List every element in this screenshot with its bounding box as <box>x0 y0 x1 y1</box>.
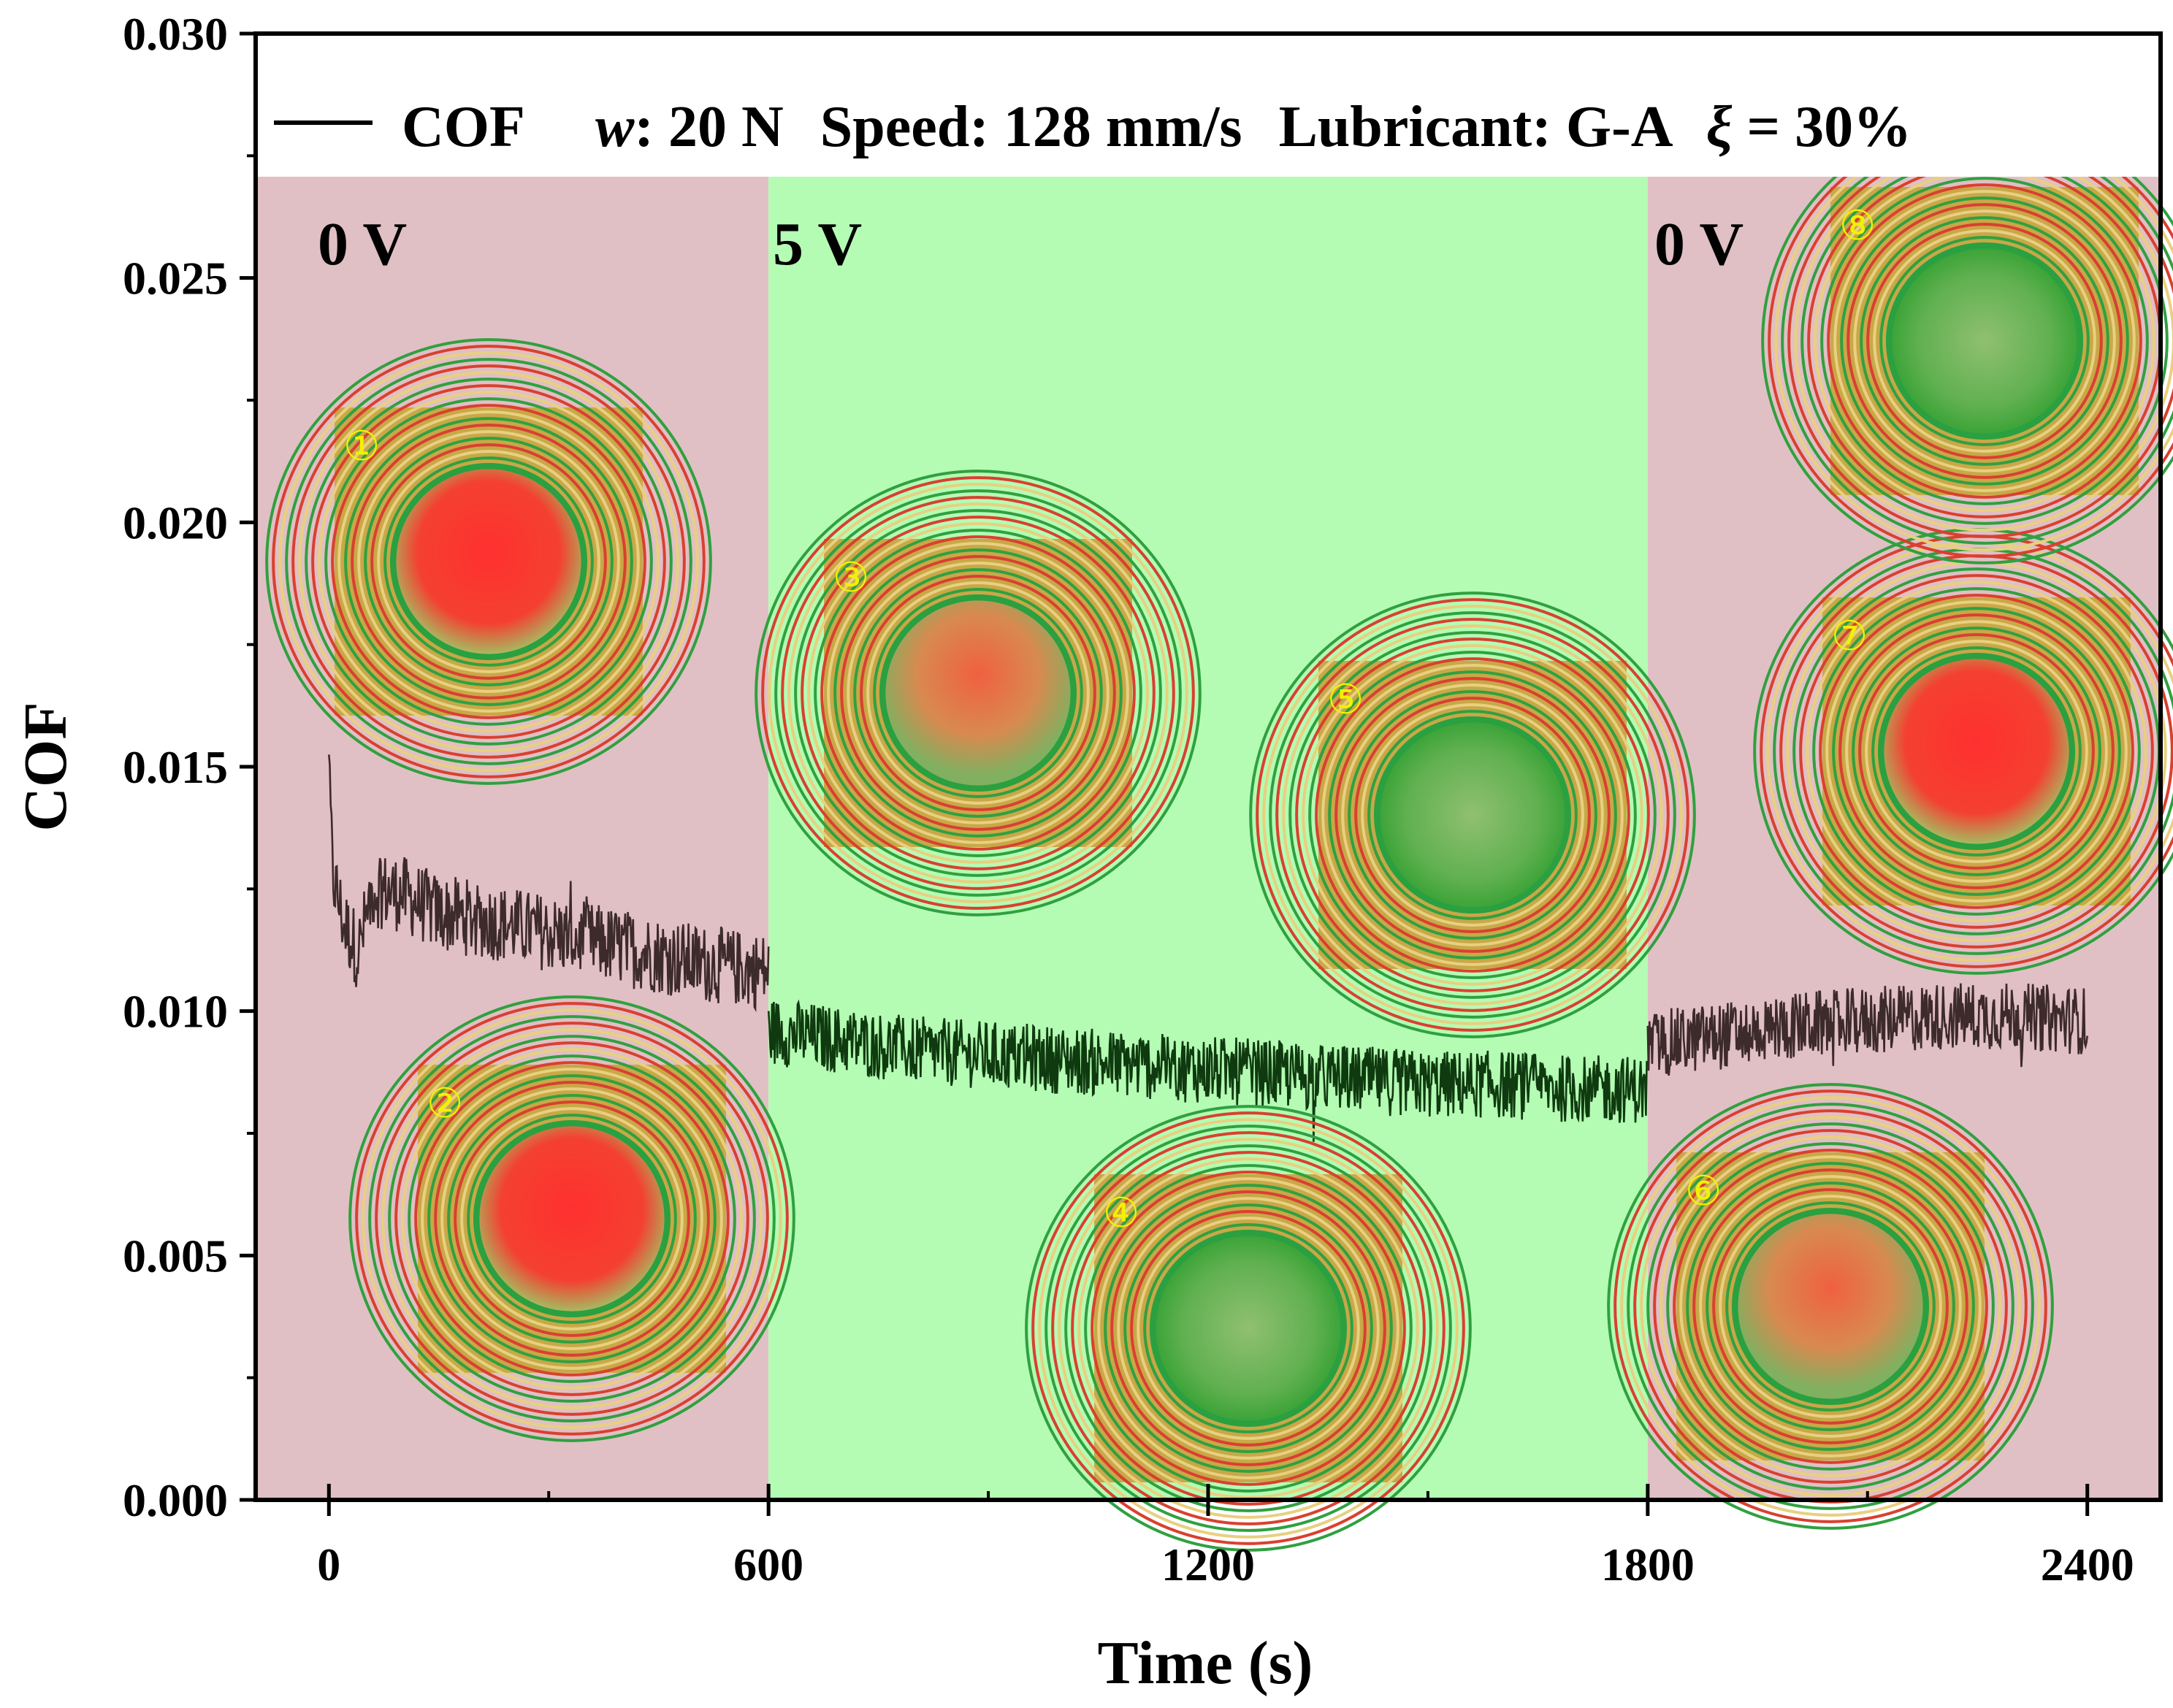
inset-label-7: ⑦ <box>1831 613 1868 660</box>
legend-series-label: COF <box>402 95 525 159</box>
series-line-2 <box>767 999 1648 1142</box>
inset-label-3: ③ <box>833 554 869 602</box>
axes-layer: 0.000 0.005 0.010 0.015 0.020 0.025 0.030 0 600 1… <box>123 8 2134 1590</box>
y-axis-title: COF <box>12 702 80 831</box>
inset-image-4: ④ <box>1025 1105 1472 1552</box>
x-tick-label-1: 0 <box>317 1539 340 1590</box>
inset-label-5: ⑤ <box>1327 676 1364 724</box>
inset-image-2: ② <box>348 995 795 1442</box>
phase-labels: 0 V 5 V 0 V <box>318 210 1744 278</box>
y-tick-label-1: 0.000 <box>123 1474 228 1526</box>
x-tick-label-4: 1800 <box>1601 1539 1695 1590</box>
legend-speed: Speed: 128 mm/s <box>820 95 1242 159</box>
inset-label-1: ① <box>343 423 380 470</box>
series-layer <box>328 754 2088 1142</box>
legend-conditions: w: 20 N Speed: 128 mm/s Lubricant: G-A ξ = … <box>595 95 1912 159</box>
phase-label-1: 0 V <box>318 210 407 278</box>
legend-background <box>256 34 2161 177</box>
phase-label-3: 0 V <box>1654 210 1744 278</box>
inset-image-1: ① <box>265 338 712 785</box>
inset-label-8: ⑧ <box>1839 202 1876 250</box>
inset-image-8: ⑧ <box>1761 118 2173 564</box>
legend-xi-value: = 30% <box>1733 95 1912 159</box>
series-line-3 <box>1646 983 2088 1076</box>
legend-w-value: : 20 N <box>634 95 783 159</box>
y-tick-label-7: 0.030 <box>123 8 228 60</box>
legend-lubricant: Lubricant: G-A <box>1279 95 1673 159</box>
legend: COF w: 20 N Speed: 128 mm/s Lubricant: G-A… <box>274 95 1912 159</box>
legend-w-symbol: w <box>595 95 635 159</box>
y-tick-label-3: 0.010 <box>123 986 228 1038</box>
x-tick-label-2: 600 <box>733 1539 803 1590</box>
y-tick-label-2: 0.005 <box>123 1230 228 1282</box>
inset-label-6: ⑥ <box>1685 1168 1722 1215</box>
y-tick-label-5: 0.020 <box>123 497 228 548</box>
y-tick-label-6: 0.025 <box>123 253 228 305</box>
phase-label-2: 5 V <box>773 210 862 278</box>
inset-label-4: ④ <box>1103 1190 1139 1237</box>
inset-image-3: ③ <box>755 470 1202 916</box>
series-line-1 <box>328 754 770 1013</box>
x-tick-label-5: 2400 <box>2041 1539 2134 1590</box>
insets-layer: ① ② ③ ④ ⑤ ⑥ ⑦ ⑧ <box>265 118 2173 1552</box>
inset-image-5: ⑤ <box>1249 591 1696 1038</box>
x-tick-label-3: 1200 <box>1161 1539 1255 1590</box>
x-axis-title: Time (s) <box>1098 1629 1313 1697</box>
inset-label-2: ② <box>427 1080 463 1127</box>
inset-image-6: ⑥ <box>1607 1083 2054 1530</box>
y-tick-label-4: 0.015 <box>123 741 228 793</box>
legend-xi-symbol: ξ <box>1706 95 1733 159</box>
